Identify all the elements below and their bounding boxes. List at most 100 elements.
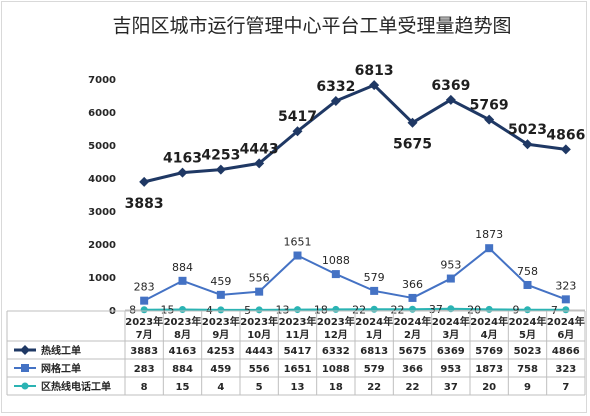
data-point-circle <box>370 305 378 313</box>
data-point-diamond <box>560 144 571 155</box>
table-cell: 758 <box>517 364 538 375</box>
y-tick-label: 6000 <box>88 108 116 119</box>
data-point-square <box>561 295 570 304</box>
data-point-square <box>293 251 302 260</box>
data-point-diamond <box>292 126 303 137</box>
data-label-heat: 5769 <box>470 98 509 114</box>
data-label-phone: 37 <box>429 303 443 316</box>
data-point-circle <box>217 306 225 314</box>
data-label-heat: 6332 <box>316 79 355 95</box>
data-label-phone: 22 <box>391 303 405 316</box>
data-point-square <box>216 290 225 299</box>
data-point-square <box>21 364 29 372</box>
table-cell: 37 <box>444 382 458 393</box>
data-point-square <box>331 270 340 279</box>
data-label-phone: 7 <box>551 304 558 317</box>
data-label-grid: 884 <box>172 261 193 274</box>
y-tick-label: 1000 <box>88 273 116 284</box>
table-cell: 5769 <box>475 346 503 357</box>
data-point-square <box>408 293 417 302</box>
data-label-phone: 22 <box>352 303 366 316</box>
x-tick-label: 2023年 11月 <box>279 315 317 341</box>
table-cell: 4253 <box>207 346 235 357</box>
data-point-circle <box>179 306 186 314</box>
table-cell: 20 <box>482 382 496 393</box>
data-point-circle <box>140 306 148 314</box>
data-point-circle <box>524 306 531 314</box>
x-tick-label: 2023年 12月 <box>317 315 355 341</box>
table-cell: 5417 <box>284 346 312 357</box>
table-cell: 3883 <box>130 346 158 357</box>
data-point-square <box>255 287 264 296</box>
data-point-square <box>370 286 379 295</box>
legend-series-name: 区热线电话工单 <box>41 380 111 393</box>
y-tick-label: 2000 <box>88 240 116 251</box>
table-cell: 953 <box>440 364 461 375</box>
data-point-diamond <box>522 139 533 150</box>
data-label-phone: 13 <box>276 304 290 317</box>
data-point-diamond <box>139 176 150 187</box>
data-point-diamond <box>369 80 380 91</box>
y-tick-label: 7000 <box>88 75 116 86</box>
x-tick-label: 2023年 8月 <box>164 315 202 341</box>
data-label-grid: 579 <box>364 271 385 284</box>
data-point-diamond <box>445 94 456 105</box>
table-cell: 4163 <box>169 346 197 357</box>
x-tick-label: 2024年 4月 <box>470 315 508 341</box>
y-tick-label: 4000 <box>88 174 116 185</box>
table-cell: 283 <box>134 364 155 375</box>
data-point-square <box>178 276 187 285</box>
data-label-phone: 9 <box>513 304 520 317</box>
data-label-phone: 4 <box>206 304 213 317</box>
data-label-grid: 556 <box>249 272 270 285</box>
data-point-diamond <box>215 164 226 175</box>
table-cell: 5 <box>256 382 263 393</box>
data-label-phone: 5 <box>244 304 251 317</box>
x-tick-label: 2024年 3月 <box>432 315 470 341</box>
table-cell: 4443 <box>245 346 273 357</box>
data-label-grid: 953 <box>440 259 461 272</box>
data-label-grid: 283 <box>134 281 155 294</box>
data-label-heat: 6813 <box>355 63 394 79</box>
table-cell: 1873 <box>475 364 503 375</box>
data-point-circle <box>332 305 340 313</box>
x-tick-label: 2024年 1月 <box>355 315 393 341</box>
data-point-circle <box>562 306 570 314</box>
table-cell: 459 <box>210 364 231 375</box>
table-cell: 6369 <box>437 346 465 357</box>
data-label-grid: 323 <box>555 279 576 292</box>
data-point-diamond <box>177 167 188 178</box>
data-point-square <box>446 274 455 283</box>
table-cell: 5023 <box>514 346 542 357</box>
x-tick-label: 2023年 9月 <box>202 315 240 341</box>
data-point-diamond <box>330 96 341 107</box>
legend-series-name: 网格工单 <box>41 362 81 375</box>
table-cell: 5675 <box>399 346 427 357</box>
data-point-circle <box>485 305 493 313</box>
x-tick-label: 2024年 2月 <box>394 315 432 341</box>
y-tick-label: 3000 <box>88 207 116 218</box>
series-line-heat <box>143 83 567 184</box>
data-label-heat: 4866 <box>546 127 585 143</box>
data-label-grid: 1651 <box>284 236 312 249</box>
y-tick-label: 5000 <box>88 141 116 152</box>
data-label-grid: 758 <box>517 265 538 278</box>
data-label-heat: 6369 <box>431 78 470 94</box>
data-label-heat: 5023 <box>508 122 547 138</box>
table-cell: 13 <box>291 382 305 393</box>
data-label-grid: 1088 <box>322 254 350 267</box>
data-label-heat: 4163 <box>163 151 202 167</box>
series-line-phone <box>144 307 566 311</box>
data-point-circle <box>294 306 301 314</box>
data-point-diamond <box>254 158 265 169</box>
legend-series-name: 热线工单 <box>41 344 81 357</box>
x-tick-label: 2024年 5月 <box>509 315 547 341</box>
data-label-phone: 15 <box>161 304 175 317</box>
data-label-phone: 18 <box>314 303 328 316</box>
table-cell: 22 <box>367 382 381 393</box>
data-label-grid: 459 <box>210 275 231 288</box>
data-label-heat: 4253 <box>201 148 240 164</box>
data-point-diamond <box>407 117 418 128</box>
